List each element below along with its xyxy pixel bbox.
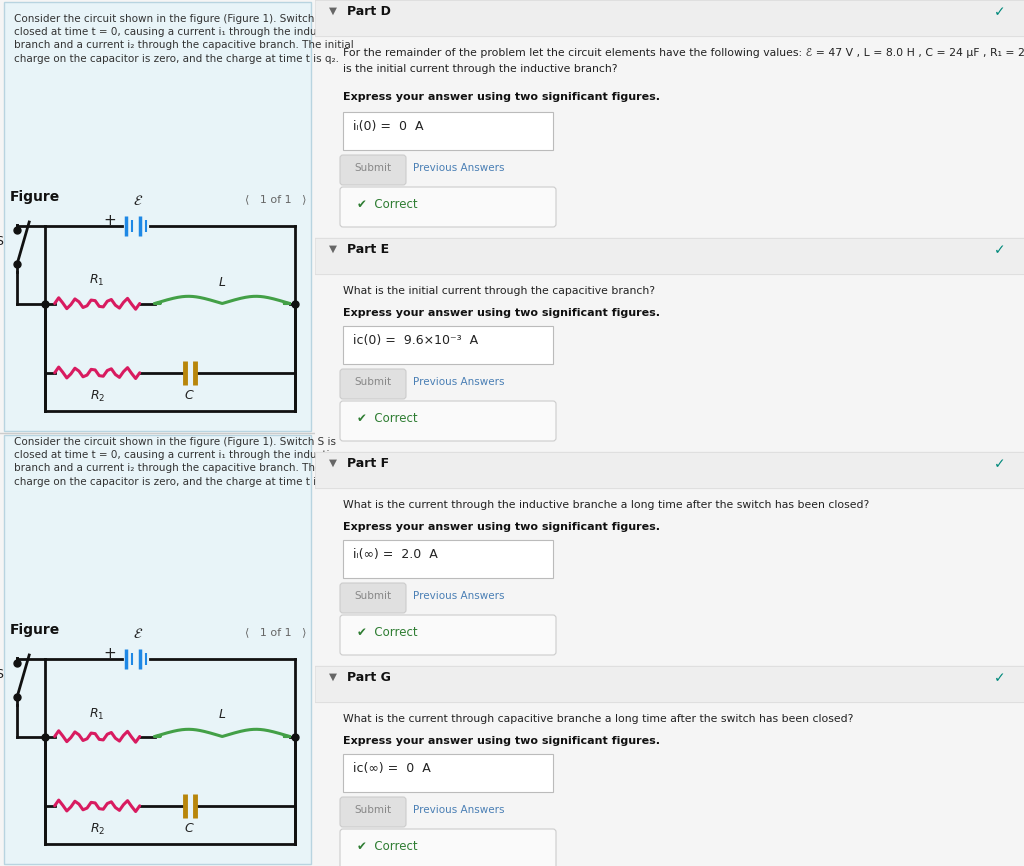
- Bar: [343, 326, 553, 364]
- Text: Figure: Figure: [10, 190, 60, 204]
- Text: Submit: Submit: [354, 591, 391, 601]
- Text: Part F: Part F: [347, 457, 389, 470]
- Text: What is the initial current through the capacitive branch?: What is the initial current through the …: [343, 286, 655, 296]
- Text: Submit: Submit: [354, 163, 391, 173]
- Bar: [4, 435, 311, 864]
- Bar: [315, 666, 1024, 702]
- Text: Previous Answers: Previous Answers: [413, 163, 505, 173]
- Text: Express your answer using two significant figures.: Express your answer using two significan…: [343, 736, 660, 746]
- Text: $R_1$: $R_1$: [89, 274, 104, 288]
- Text: Previous Answers: Previous Answers: [413, 591, 505, 601]
- Text: ▼: ▼: [329, 6, 337, 16]
- Bar: [343, 112, 553, 150]
- Bar: [343, 540, 553, 578]
- Text: $\mathcal{E}$: $\mathcal{E}$: [133, 194, 143, 208]
- Text: ✔  Correct: ✔ Correct: [357, 412, 418, 425]
- Text: $L$: $L$: [218, 275, 226, 288]
- Text: $L$: $L$: [218, 708, 226, 721]
- Text: iᴄ(0) =  9.6×10⁻³  A: iᴄ(0) = 9.6×10⁻³ A: [353, 334, 478, 347]
- FancyBboxPatch shape: [340, 797, 406, 827]
- Text: ✔  Correct: ✔ Correct: [357, 198, 418, 211]
- Text: S: S: [0, 236, 3, 249]
- Text: $R_2$: $R_2$: [89, 389, 104, 404]
- FancyBboxPatch shape: [340, 155, 406, 185]
- Text: For the remainder of the problem let the circuit elements have the following val: For the remainder of the problem let the…: [343, 48, 1024, 58]
- Text: ✔  Correct: ✔ Correct: [357, 840, 418, 853]
- Text: ✔  Correct: ✔ Correct: [357, 626, 418, 639]
- Text: ✓: ✓: [994, 5, 1006, 19]
- Text: $\mathcal{E}$: $\mathcal{E}$: [133, 627, 143, 641]
- Text: What is the current through the inductive branche a long time after the switch h: What is the current through the inductiv…: [343, 500, 869, 510]
- Text: +: +: [103, 213, 116, 229]
- Text: ✓: ✓: [994, 671, 1006, 685]
- Text: ▼: ▼: [329, 672, 337, 682]
- Text: iᴄ(∞) =  0  A: iᴄ(∞) = 0 A: [353, 762, 431, 775]
- Text: Submit: Submit: [354, 377, 391, 387]
- Text: S: S: [0, 669, 3, 682]
- Text: ⟨   1 of 1   ⟩: ⟨ 1 of 1 ⟩: [245, 627, 306, 637]
- Text: Express your answer using two significant figures.: Express your answer using two significan…: [343, 308, 660, 318]
- FancyBboxPatch shape: [340, 187, 556, 227]
- Text: ▼: ▼: [329, 244, 337, 254]
- Text: Figure: Figure: [10, 623, 60, 637]
- Text: Submit: Submit: [354, 805, 391, 815]
- FancyBboxPatch shape: [340, 829, 556, 866]
- Bar: [315, 0, 1024, 36]
- Text: +: +: [103, 646, 116, 662]
- Text: Previous Answers: Previous Answers: [413, 805, 505, 815]
- Bar: [315, 238, 1024, 274]
- Text: ▼: ▼: [329, 458, 337, 468]
- FancyBboxPatch shape: [340, 615, 556, 655]
- Bar: [4, 2, 311, 431]
- Bar: [343, 754, 553, 792]
- Text: $R_2$: $R_2$: [89, 822, 104, 837]
- Text: ✓: ✓: [994, 457, 1006, 471]
- Text: Express your answer using two significant figures.: Express your answer using two significan…: [343, 522, 660, 532]
- Text: Previous Answers: Previous Answers: [413, 377, 505, 387]
- Text: $C$: $C$: [184, 389, 195, 402]
- Text: $C$: $C$: [184, 822, 195, 835]
- Text: What is the current through capacitive branche a long time after the switch has : What is the current through capacitive b…: [343, 714, 853, 724]
- Text: Consider the circuit shown in the figure (Figure 1). Switch S is
closed at time : Consider the circuit shown in the figure…: [14, 14, 353, 63]
- FancyBboxPatch shape: [340, 369, 406, 399]
- Bar: [315, 452, 1024, 488]
- FancyBboxPatch shape: [340, 583, 406, 613]
- Text: iₗ(0) =  0  A: iₗ(0) = 0 A: [353, 120, 424, 133]
- Text: is the initial current through the inductive branch?: is the initial current through the induc…: [343, 64, 617, 74]
- Text: Part D: Part D: [347, 5, 391, 18]
- Text: ⟨   1 of 1   ⟩: ⟨ 1 of 1 ⟩: [245, 194, 306, 204]
- Text: Consider the circuit shown in the figure (Figure 1). Switch S is
closed at time : Consider the circuit shown in the figure…: [14, 437, 353, 487]
- Text: Express your answer using two significant figures.: Express your answer using two significan…: [343, 92, 660, 102]
- Text: ✓: ✓: [994, 243, 1006, 257]
- Text: Part E: Part E: [347, 243, 389, 256]
- FancyBboxPatch shape: [340, 401, 556, 441]
- Text: Part G: Part G: [347, 671, 391, 684]
- Text: iₗ(∞) =  2.0  A: iₗ(∞) = 2.0 A: [353, 548, 437, 561]
- Text: $R_1$: $R_1$: [89, 707, 104, 721]
